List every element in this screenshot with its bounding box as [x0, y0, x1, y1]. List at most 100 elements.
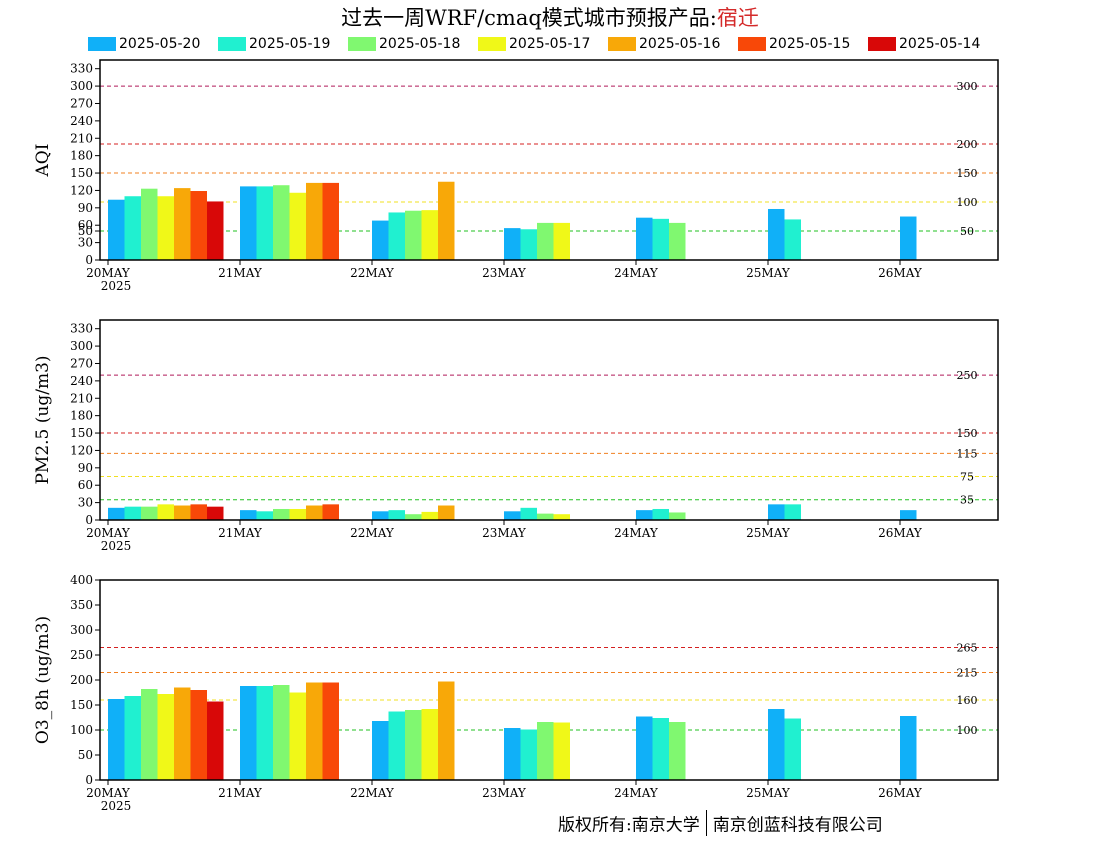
- legend-swatch: [738, 37, 766, 51]
- x-tick-label: 23MAY: [482, 266, 527, 280]
- bar-2025-05-19-22MAY: [388, 212, 405, 260]
- bar-2025-05-18-24MAY: [669, 512, 686, 520]
- bar-2025-05-20-22MAY: [372, 511, 389, 520]
- x-tick-label: 23MAY: [482, 786, 527, 800]
- bar-2025-05-19-20MAY: [124, 506, 141, 520]
- bar-2025-05-18-23MAY: [537, 513, 554, 520]
- y-tick-label: 60: [78, 218, 93, 232]
- bar-2025-05-16-21MAY: [306, 682, 323, 780]
- bar-2025-05-20-23MAY: [504, 728, 521, 780]
- bar-2025-05-16-22MAY: [438, 181, 455, 260]
- bar-2025-05-19-25MAY: [784, 219, 801, 260]
- x-tick-label: 26MAY: [878, 786, 923, 800]
- x-tick-label: 24MAY: [614, 266, 659, 280]
- x-year-label: 2025: [101, 799, 132, 813]
- bar-2025-05-16-21MAY: [306, 182, 323, 260]
- y-tick-label: 350: [70, 598, 93, 612]
- threshold-label: 265: [957, 642, 978, 655]
- x-tick-label: 21MAY: [218, 266, 263, 280]
- bar-2025-05-19-25MAY: [784, 718, 801, 780]
- bar-2025-05-15-20MAY: [190, 504, 207, 520]
- bar-2025-05-18-21MAY: [273, 685, 290, 780]
- bar-2025-05-19-20MAY: [124, 696, 141, 780]
- threshold-label: 200: [957, 138, 978, 151]
- bar-2025-05-18-24MAY: [669, 222, 686, 260]
- y-tick-label: 50: [78, 748, 93, 762]
- bar-2025-05-18-20MAY: [141, 506, 158, 520]
- bar-2025-05-19-23MAY: [520, 729, 537, 780]
- bar-2025-05-17-22MAY: [421, 511, 438, 520]
- y-tick-label: 0: [85, 773, 93, 787]
- legend-label: 2025-05-17: [509, 36, 591, 52]
- plot-frame: [99, 59, 999, 261]
- bar-2025-05-18-20MAY: [141, 188, 158, 260]
- y-tick-label: 300: [70, 79, 93, 93]
- y-tick-label: 30: [78, 236, 93, 250]
- bar-2025-05-16-22MAY: [438, 505, 455, 520]
- legend-label: 2025-05-20: [119, 36, 201, 52]
- bar-2025-05-19-22MAY: [388, 510, 405, 520]
- legend-swatch: [478, 37, 506, 51]
- footer: 版权所有:南京大学 南京创蓝科技有限公司: [558, 810, 883, 836]
- y-tick-label: 200: [70, 673, 93, 687]
- threshold-label: 150: [957, 427, 978, 440]
- bar-2025-05-20-23MAY: [504, 228, 521, 260]
- x-tick-label: 25MAY: [746, 786, 791, 800]
- y-tick-label: 240: [70, 374, 93, 388]
- y-tick-label: 120: [70, 183, 93, 197]
- threshold-label: 150: [957, 167, 978, 180]
- legend-label: 2025-05-15: [769, 36, 851, 52]
- bar-2025-05-20-26MAY: [900, 510, 917, 520]
- bar-2025-05-17-22MAY: [421, 709, 438, 780]
- bar-2025-05-15-20MAY: [190, 191, 207, 260]
- footer-right: 南京创蓝科技有限公司: [712, 815, 883, 836]
- legend-swatch: [608, 37, 636, 51]
- y-tick-label: 90: [78, 201, 93, 215]
- legend-label: 2025-05-14: [899, 36, 981, 52]
- bar-2025-05-18-22MAY: [405, 710, 422, 780]
- x-tick-label: 25MAY: [746, 526, 791, 540]
- threshold-label: 50: [960, 225, 974, 238]
- chart-title: 过去一周WRF/cmaq模式城市预报产品:宿迁: [0, 2, 1100, 32]
- y-tick-label: 180: [70, 149, 93, 163]
- bar-2025-05-18-23MAY: [537, 222, 554, 260]
- y-tick-label: 210: [70, 131, 93, 145]
- y-tick-label: 300: [70, 339, 93, 353]
- y-tick-label: 300: [70, 623, 93, 637]
- title-city: 宿迁: [716, 6, 759, 30]
- y-tick-label: 150: [70, 166, 93, 180]
- legend-swatch: [868, 37, 896, 51]
- legend-label: 2025-05-16: [639, 36, 721, 52]
- legend-label: 2025-05-18: [379, 36, 461, 52]
- bar-2025-05-18-21MAY: [273, 185, 290, 260]
- bar-2025-05-18-21MAY: [273, 508, 290, 520]
- y-axis-label: AQI: [33, 144, 53, 178]
- bar-2025-05-20-24MAY: [636, 510, 653, 520]
- threshold-label: 300: [957, 80, 978, 93]
- bar-2025-05-17-20MAY: [157, 196, 174, 260]
- threshold-label: 75: [960, 471, 974, 484]
- bar-2025-05-14-20MAY: [207, 201, 224, 260]
- bar-2025-05-19-21MAY: [256, 686, 273, 780]
- x-tick-label: 20MAY: [86, 786, 131, 800]
- y-tick-label: 150: [70, 426, 93, 440]
- x-tick-label: 26MAY: [878, 266, 923, 280]
- bar-2025-05-17-23MAY: [553, 222, 570, 260]
- bar-2025-05-20-25MAY: [768, 504, 785, 520]
- bar-2025-05-19-22MAY: [388, 711, 405, 780]
- bar-2025-05-16-20MAY: [174, 505, 191, 520]
- bar-2025-05-17-23MAY: [553, 722, 570, 780]
- bar-2025-05-20-20MAY: [108, 699, 125, 780]
- bar-2025-05-18-24MAY: [669, 722, 686, 780]
- y-tick-label: 330: [70, 62, 93, 76]
- x-year-label: 2025: [101, 539, 132, 553]
- bar-2025-05-19-24MAY: [652, 718, 669, 780]
- bar-2025-05-20-21MAY: [240, 686, 257, 780]
- bar-2025-05-19-23MAY: [520, 229, 537, 260]
- bar-2025-05-19-21MAY: [256, 511, 273, 520]
- chart-panel-1: 3002001501005003050609012015018021024027…: [33, 59, 999, 293]
- bar-2025-05-18-20MAY: [141, 689, 158, 780]
- bar-2025-05-20-25MAY: [768, 208, 785, 260]
- x-year-label: 2025: [101, 279, 132, 293]
- bar-2025-05-14-20MAY: [207, 506, 224, 520]
